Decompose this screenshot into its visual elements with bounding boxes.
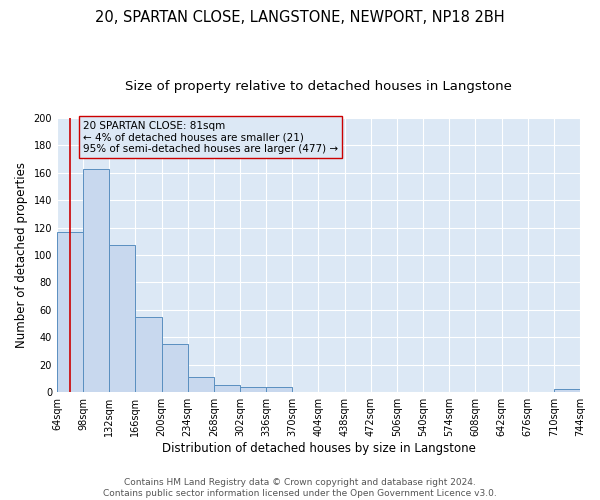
Bar [136, 316, 161, 392]
Text: 20, SPARTAN CLOSE, LANGSTONE, NEWPORT, NP18 2BH: 20, SPARTAN CLOSE, LANGSTONE, NEWPORT, N… [95, 10, 505, 25]
Text: 20 SPARTAN CLOSE: 81sqm
← 4% of detached houses are smaller (21)
95% of semi-det: 20 SPARTAN CLOSE: 81sqm ← 4% of detached… [83, 120, 338, 154]
X-axis label: Distribution of detached houses by size in Langstone: Distribution of detached houses by size … [161, 442, 475, 455]
Bar [161, 344, 188, 392]
Y-axis label: Number of detached properties: Number of detached properties [15, 162, 28, 348]
Bar [109, 246, 136, 392]
Bar [554, 390, 580, 392]
Bar [214, 386, 240, 392]
Bar [188, 377, 214, 392]
Bar [83, 168, 109, 392]
Bar [266, 386, 292, 392]
Text: Contains HM Land Registry data © Crown copyright and database right 2024.
Contai: Contains HM Land Registry data © Crown c… [103, 478, 497, 498]
Bar [57, 232, 83, 392]
Title: Size of property relative to detached houses in Langstone: Size of property relative to detached ho… [125, 80, 512, 93]
Bar [240, 386, 266, 392]
